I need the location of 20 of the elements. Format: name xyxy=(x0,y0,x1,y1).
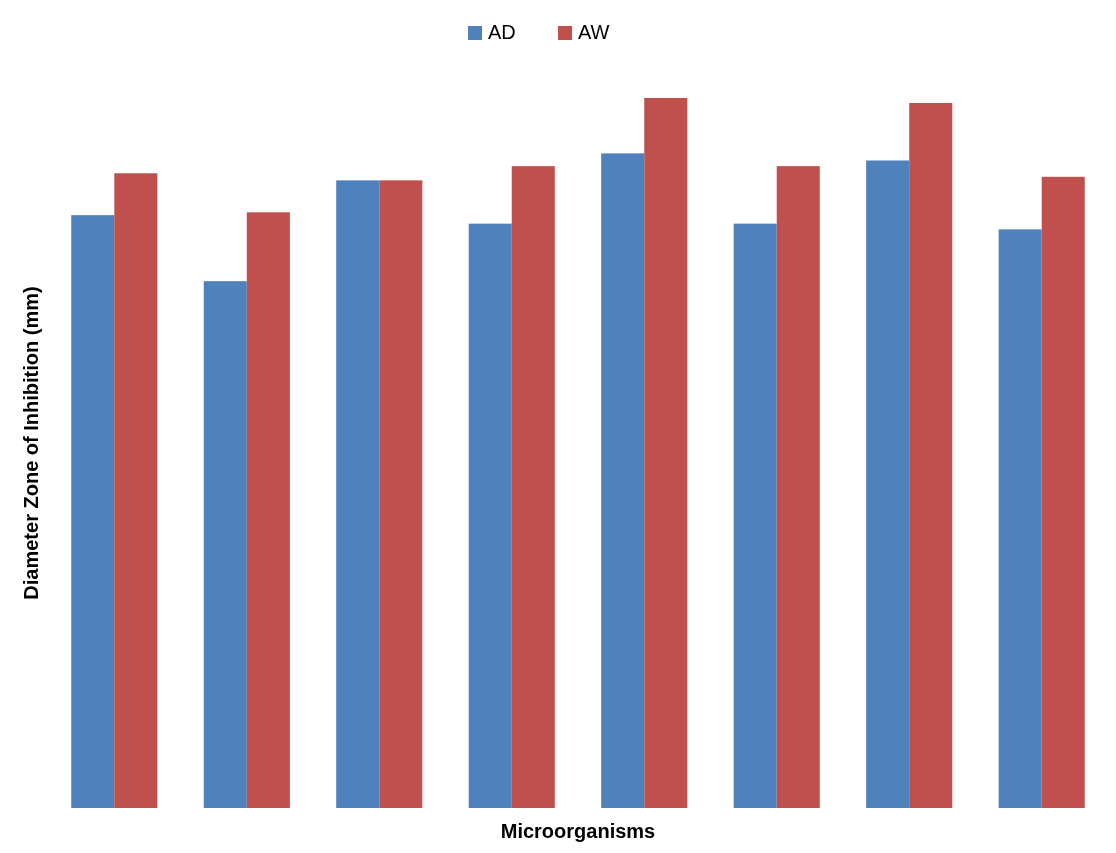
y-axis-title: Diameter Zone of Inhibition (mm) xyxy=(20,286,42,600)
bar xyxy=(71,215,115,808)
bar xyxy=(379,180,423,808)
bar xyxy=(246,212,290,808)
bar xyxy=(203,281,247,808)
bar xyxy=(336,180,380,808)
bar xyxy=(114,173,158,808)
bar xyxy=(1041,176,1085,808)
legend-label: AW xyxy=(578,21,610,43)
bar xyxy=(468,223,512,808)
x-axis-title: Microorganisms xyxy=(500,820,656,842)
bar xyxy=(776,166,820,808)
bar xyxy=(998,229,1042,808)
bar xyxy=(866,160,910,808)
bar xyxy=(644,98,688,808)
bar xyxy=(601,153,645,808)
bar xyxy=(511,166,555,808)
bar xyxy=(733,223,777,808)
legend-label: AD xyxy=(488,21,516,43)
bar xyxy=(909,102,953,808)
